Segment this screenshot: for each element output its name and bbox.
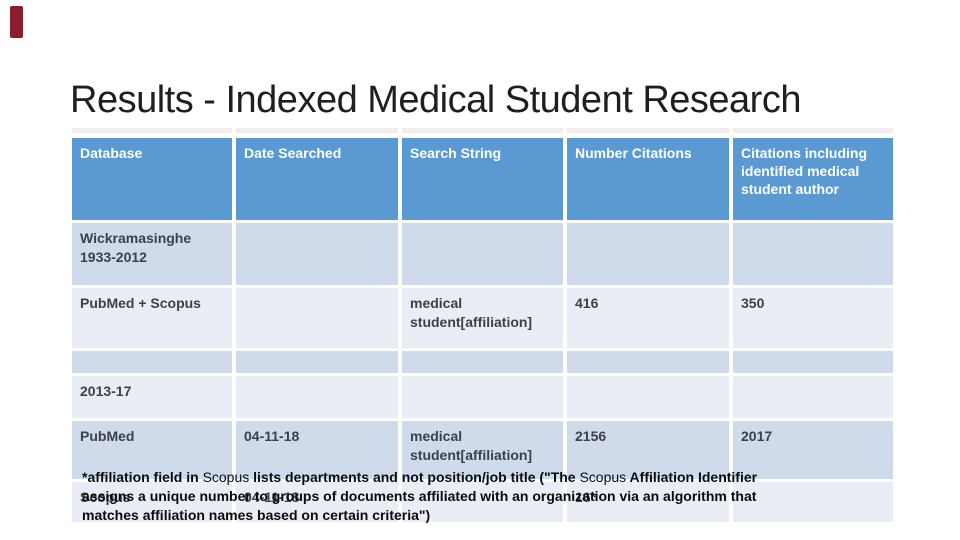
table-cell <box>733 376 893 418</box>
table-header-row: Database Date Searched Search String Num… <box>72 138 893 220</box>
table-top-border-segment <box>236 128 398 133</box>
table-cell <box>733 482 893 522</box>
table-top-border-segment <box>402 128 563 133</box>
footnote: *affiliation field in Scopus lists depar… <box>82 468 942 525</box>
table-cell: 2156 <box>567 421 729 479</box>
table-cell <box>733 223 893 285</box>
table-cell: 2017 <box>733 421 893 479</box>
table-cell <box>72 351 232 373</box>
page-title: Results - Indexed Medical Student Resear… <box>70 79 801 122</box>
footnote-text: Affiliation Identifier <box>626 469 758 485</box>
table-row: Wickramasinghe 1933-2012 <box>72 223 893 285</box>
table-cell: 2013-17 <box>72 376 232 418</box>
results-table: Database Date Searched Search String Num… <box>68 135 897 525</box>
table-cell: PubMed <box>72 421 232 479</box>
table-cell: 16* <box>567 482 729 522</box>
footnote-line: assigns a unique number to groups of doc… <box>82 488 757 504</box>
table-cell: 04-11-18 <box>236 482 398 522</box>
table-row: PubMed + Scopus medical student[affiliat… <box>72 288 893 348</box>
table-cell: medical student[affiliation] <box>402 421 563 479</box>
table-row: 2013-17 <box>72 376 893 418</box>
header-cell-search-string: Search String <box>402 138 563 220</box>
table-row <box>72 351 893 373</box>
table-cell <box>236 376 398 418</box>
footnote-text: lists departments and not position/job t… <box>249 469 580 485</box>
table-top-border-segment <box>567 128 729 133</box>
table-cell <box>236 351 398 373</box>
header-cell-number-citations: Number Citations <box>567 138 729 220</box>
table-cell <box>567 351 729 373</box>
footnote-text-scopus: Scopus <box>202 469 250 485</box>
footnote-line: matches affiliation names based on certa… <box>82 507 431 523</box>
table-cell: 04-11-18 <box>236 421 398 479</box>
table-cell: 416 <box>567 288 729 348</box>
footnote-text: *affiliation field in <box>82 469 203 485</box>
table-top-border-segment <box>72 128 232 133</box>
footnote-text-scopus: Scopus <box>579 469 627 485</box>
header-cell-date-searched: Date Searched <box>236 138 398 220</box>
table-cell: medical student[affiliation] <box>402 288 563 348</box>
table-cell: Scopus <box>72 482 232 522</box>
table-cell: Wickramasinghe 1933-2012 <box>72 223 232 285</box>
header-cell-database: Database <box>72 138 232 220</box>
footnote-line: *affiliation field in Scopus lists depar… <box>82 468 942 487</box>
table-row: Scopus 04-11-18 16* <box>72 482 893 522</box>
table-cell: PubMed + Scopus <box>72 288 232 348</box>
slide-accent-mark <box>10 6 23 38</box>
table-cell <box>402 376 563 418</box>
table-cell <box>402 482 563 522</box>
header-cell-citations-including: Citations including identified medical s… <box>733 138 893 220</box>
table-top-border-segment <box>733 128 893 133</box>
table-cell <box>236 288 398 348</box>
table-cell <box>733 351 893 373</box>
table-cell <box>567 376 729 418</box>
table-cell <box>402 351 563 373</box>
table-cell <box>236 223 398 285</box>
table-row: PubMed 04-11-18 medical student[affiliat… <box>72 421 893 479</box>
table-cell <box>402 223 563 285</box>
table-cell: 350 <box>733 288 893 348</box>
table-cell <box>567 223 729 285</box>
